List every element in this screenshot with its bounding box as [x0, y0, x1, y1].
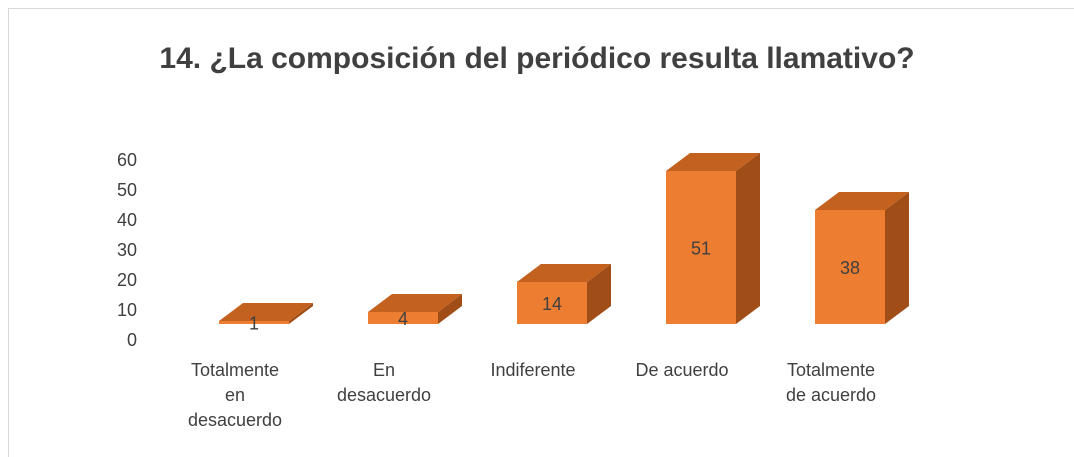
- bar-side: [289, 303, 313, 324]
- value-label: 51: [691, 238, 711, 258]
- y-tick-label: 60: [117, 150, 137, 170]
- value-label: 38: [840, 258, 860, 278]
- chart-title: 14. ¿La composición del periódico result…: [159, 42, 914, 75]
- bar: [517, 264, 611, 324]
- x-tick-label: Totalmente de acuerdo: [785, 360, 877, 405]
- bar: [368, 294, 462, 324]
- y-tick-label: 40: [117, 210, 137, 230]
- bar-top: [219, 303, 313, 321]
- chart-frame: [8, 8, 1074, 457]
- y-tick-label: 50: [117, 180, 137, 200]
- value-label: 14: [542, 294, 562, 314]
- y-tick-label: 30: [117, 240, 137, 260]
- bar-side: [587, 264, 611, 324]
- bar-top: [666, 153, 760, 171]
- x-tick-label: En desacuerdo: [336, 360, 432, 405]
- x-tick-label: Totalmente en desacuerdo: [187, 360, 283, 430]
- bar: [219, 303, 313, 324]
- bar-side: [736, 153, 760, 324]
- y-tick-label: 10: [117, 300, 137, 320]
- bar: [666, 153, 760, 324]
- bar: [815, 192, 909, 324]
- value-label: 1: [249, 313, 259, 333]
- bar-top: [368, 294, 462, 312]
- value-label: 4: [398, 309, 408, 329]
- y-tick-label: 20: [117, 270, 137, 290]
- bar-top: [815, 192, 909, 210]
- bar-front: [815, 210, 885, 324]
- x-tick-label: De acuerdo: [635, 360, 729, 380]
- bar-front: [219, 321, 289, 324]
- y-tick-label: 0: [127, 330, 137, 350]
- bar-front: [517, 282, 587, 324]
- bar-front: [368, 312, 438, 324]
- bar-top: [517, 264, 611, 282]
- bar-front: [666, 171, 736, 324]
- x-tick-label: Indiferente: [490, 360, 576, 380]
- bar-side: [885, 192, 909, 324]
- bar-side: [438, 294, 462, 324]
